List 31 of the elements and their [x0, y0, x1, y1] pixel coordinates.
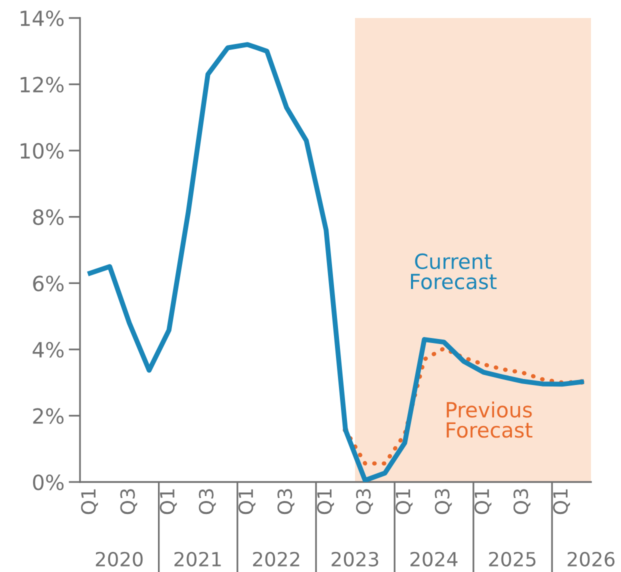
x-tick-label: Q1 [553, 489, 570, 514]
x-tick-label: Q3 [513, 489, 530, 514]
y-tick-label: 2% [33, 408, 64, 424]
text: 2025 [489, 552, 536, 567]
x-tick-label: Q1 [317, 489, 334, 514]
x-tick-label: Q3 [434, 489, 452, 514]
text: 2023 [332, 552, 378, 567]
y-tick-label: 4% [32, 342, 64, 358]
x-tick-label: Q3 [120, 489, 138, 514]
series-label: Previous Forecast [446, 402, 532, 438]
x-tick-label: Q3 [198, 489, 216, 514]
y-tick-label: 10% [20, 143, 64, 159]
x-tick-label: Q3 [277, 489, 294, 514]
y-tick-label: 14% [20, 10, 64, 26]
text: 2024 [410, 552, 458, 567]
x-tick-label: Q1 [160, 489, 177, 514]
x-tick-label: Q3 [356, 489, 373, 514]
line-series [88, 42, 584, 482]
text: 2021 [174, 552, 221, 567]
y-tick-label: 12% [20, 76, 64, 92]
x-tick-label: Q1 [474, 489, 492, 514]
x-tick-label: Q1 [81, 489, 98, 514]
x-tick-label: Q1 [238, 489, 256, 514]
y-tick-label: 0% [33, 474, 64, 490]
x-tick-label: Q1 [396, 489, 413, 514]
y-tick-label: 8% [33, 209, 64, 226]
text: 2022 [253, 552, 300, 567]
y-tick-label: 6% [33, 276, 64, 292]
text: 2026 [568, 552, 615, 567]
text: Current Forecast [411, 253, 497, 290]
text: 2020 [96, 552, 143, 567]
